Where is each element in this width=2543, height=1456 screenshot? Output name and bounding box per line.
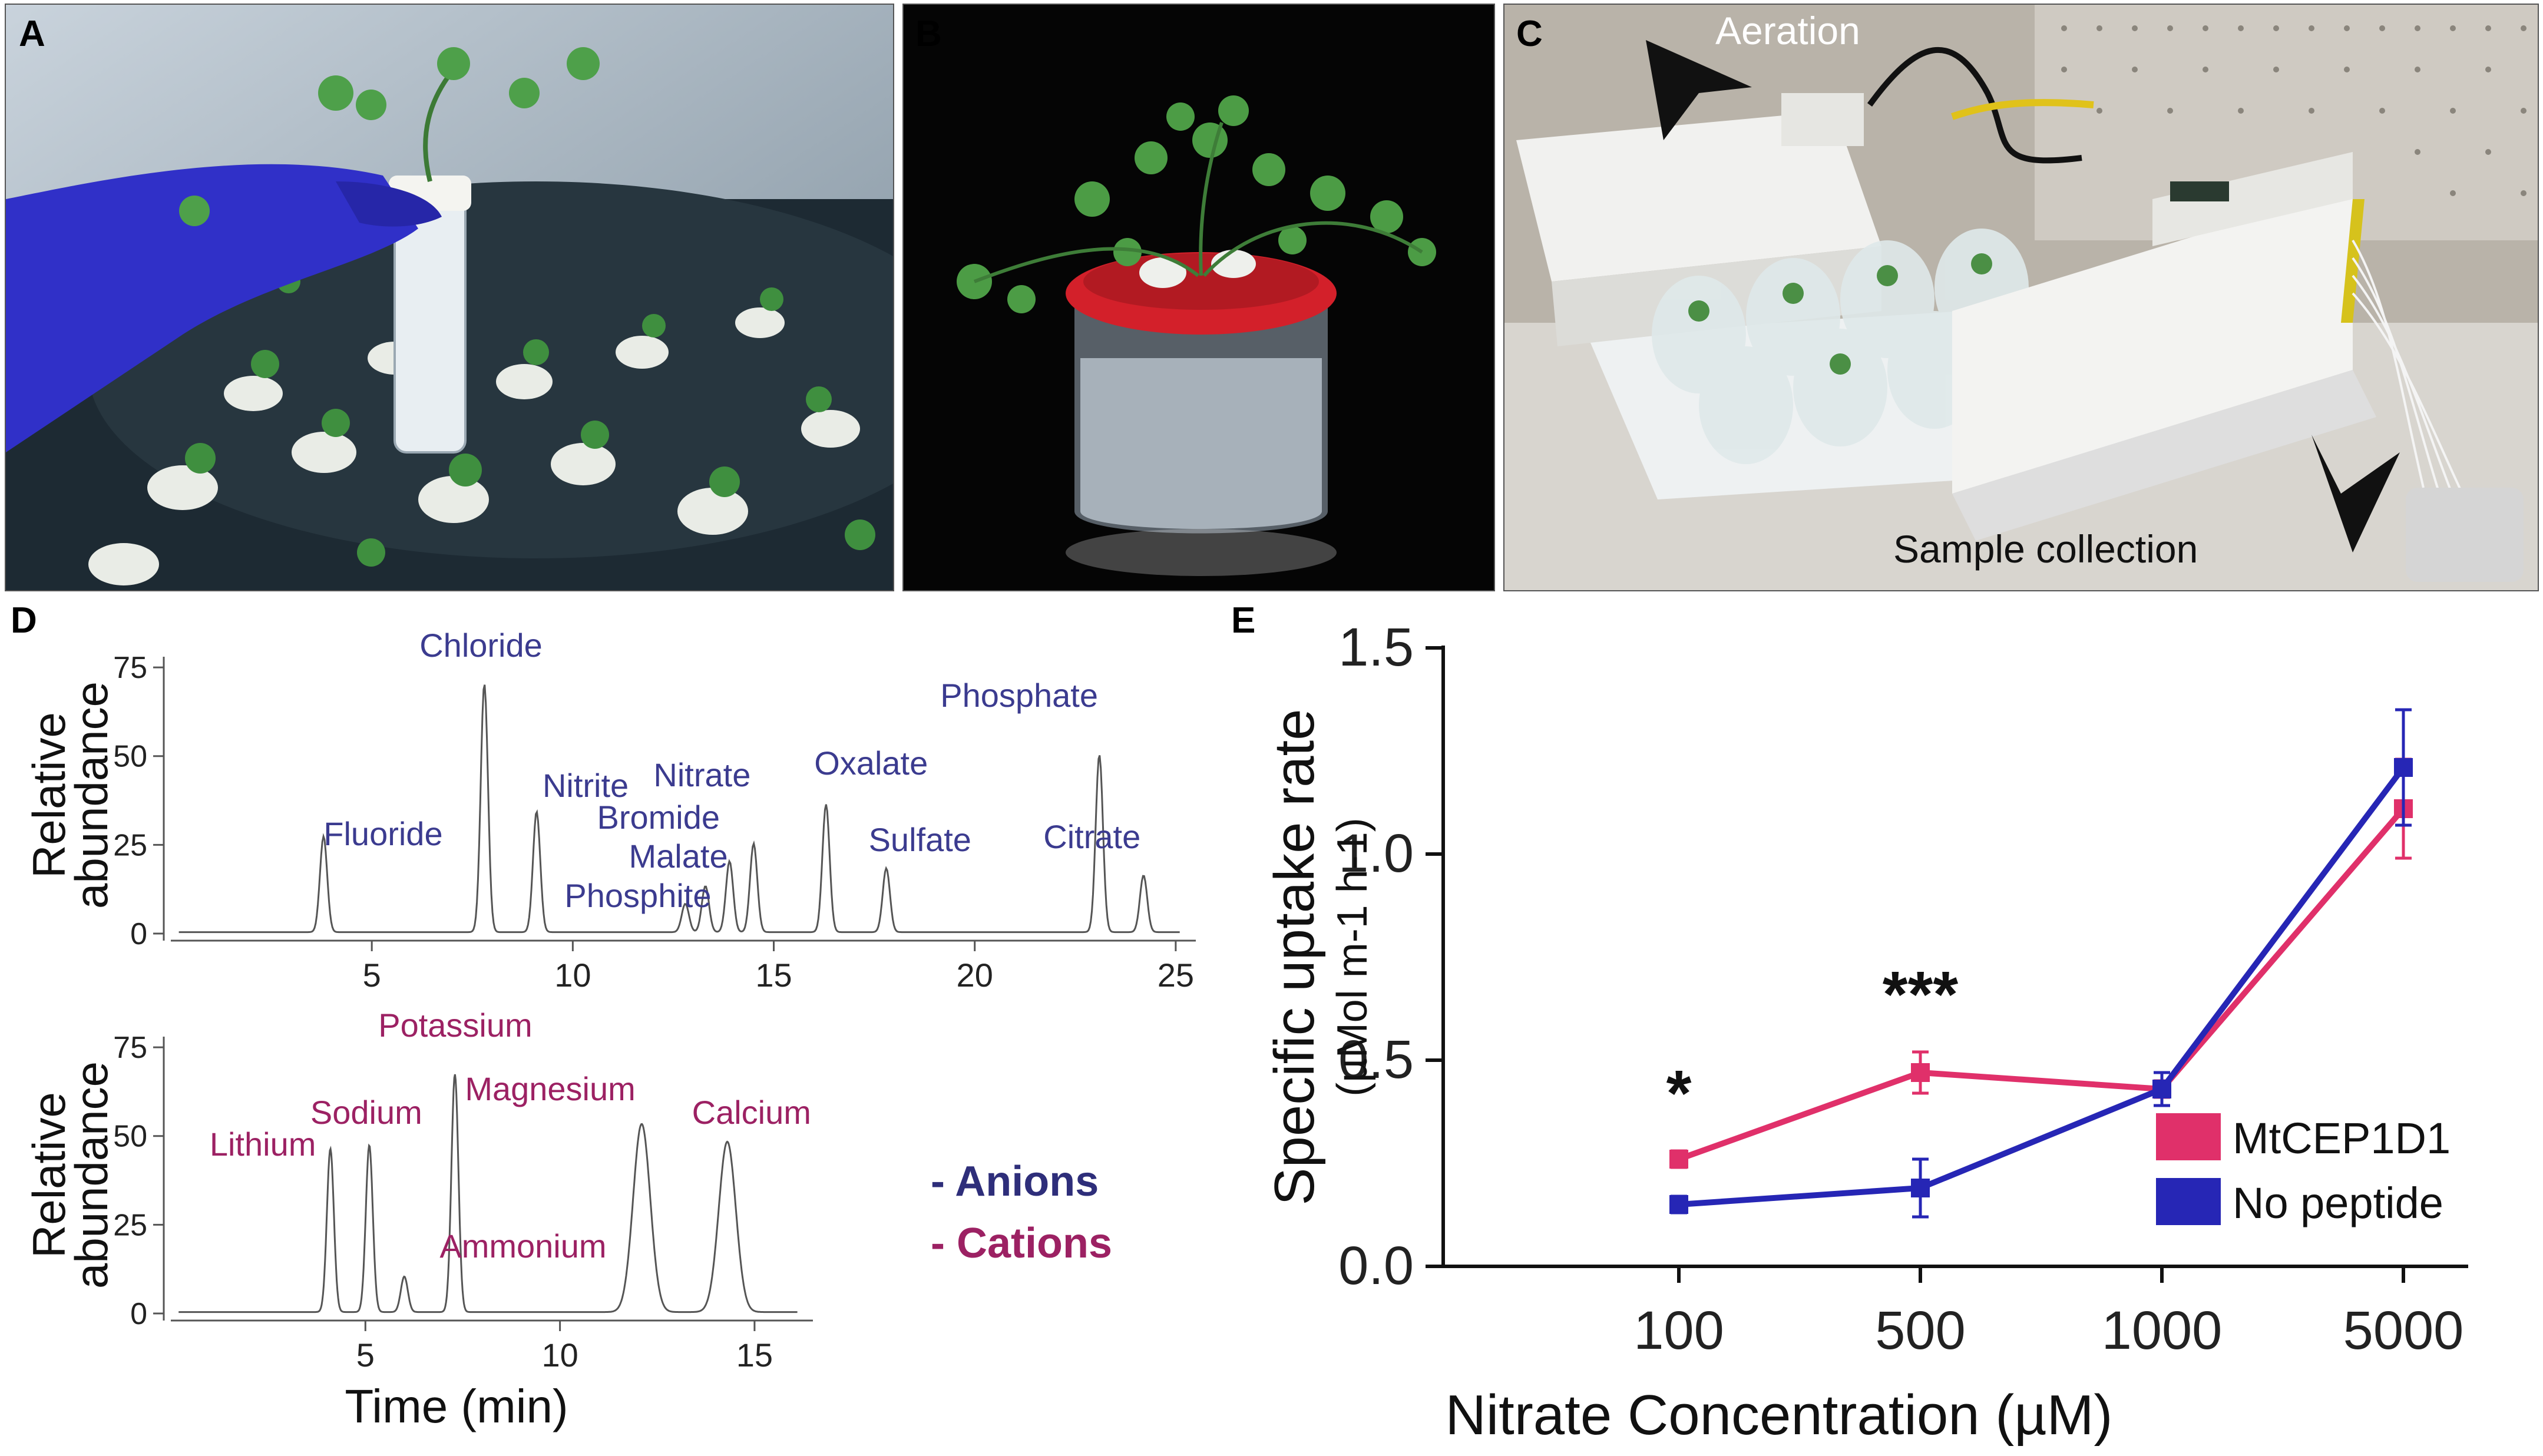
significance-marker: ***	[1883, 958, 1959, 1031]
chart-anions-peak-label: Nitrite	[543, 767, 629, 804]
chart-anions-trace	[178, 684, 1180, 934]
chart-cations-y-label: Relativeabundance	[23, 1061, 117, 1289]
chart-anions-peak-label: Citrate	[1043, 818, 1140, 855]
chart-anions-x-tick-label: 15	[755, 957, 792, 994]
uptake-x-tick-label: 500	[1875, 1301, 1966, 1361]
chart-cations-peak-label: Ammonium	[439, 1227, 606, 1265]
chart-cations-y-tick-label: 0	[130, 1297, 147, 1331]
uptake-data-point	[2152, 1080, 2171, 1098]
panel-label-b: B	[915, 14, 942, 54]
uptake-legend-label: MtCEP1D1	[2233, 1114, 2451, 1163]
significance-marker: *	[1666, 1057, 1692, 1130]
chart-anions-y-tick-label: 0	[130, 917, 147, 951]
uptake-y-label: Specific uptake rate	[1263, 709, 1326, 1205]
chart-anions-peak-label: Sulfate	[869, 821, 971, 858]
uptake-y-tick-label: 0.5	[1338, 1030, 1414, 1090]
uptake-legend-swatch	[2156, 1178, 2221, 1225]
chart-cations-trace	[178, 1074, 798, 1313]
uptake-y-tick-label: 0.0	[1338, 1236, 1414, 1296]
chart-anions-x-tick-label: 10	[554, 957, 591, 994]
chart-anions-x-tick-label: 5	[363, 957, 381, 994]
panel-label-c: C	[1516, 14, 1543, 54]
plant-in-beaker-photo	[904, 5, 1494, 590]
uptake-data-point	[2394, 758, 2413, 777]
chart-anions-y-tick-label: 75	[113, 651, 147, 685]
uptake-legend-swatch	[2156, 1113, 2221, 1160]
uptake-data-point	[1669, 1195, 1688, 1214]
panel-label-a: A	[19, 14, 45, 54]
chart-cations-peak-label: Magnesium	[465, 1070, 635, 1107]
chart-anions-x-tick-label: 25	[1158, 957, 1194, 994]
chart-cations-y-tick-label: 25	[113, 1208, 147, 1242]
chart-anions-peak-label: Fluoride	[323, 815, 442, 852]
chart-cations-x-tick-label: 15	[736, 1336, 773, 1374]
uptake-data-point	[1669, 1150, 1688, 1169]
ion-legend-entry: - Anions	[931, 1158, 1099, 1205]
chart-cations-x-tick-label: 10	[541, 1336, 578, 1374]
uptake-data-point	[1911, 1179, 1930, 1197]
ion-legend-entry: - Cations	[931, 1220, 1112, 1267]
uptake-x-tick-label: 100	[1633, 1301, 1724, 1361]
chart-cations-y-tick-label: 75	[113, 1031, 147, 1065]
chart-cations-peak-label: Calcium	[692, 1094, 811, 1131]
chart-anions-peak-label: Phosphite	[564, 877, 711, 914]
chart-anions-y-tick-label: 25	[113, 828, 147, 862]
uptake-x-tick-label: 5000	[2343, 1301, 2464, 1361]
uptake-y-units: (µMol m-1 h-1)	[1329, 818, 1376, 1097]
aeration-label: Aeration	[1715, 9, 1860, 52]
panel-label-e: E	[1231, 600, 1256, 641]
panel-b-photo: B	[902, 4, 1495, 591]
chart-anions-peak-label: Bromide	[597, 799, 720, 836]
chart-cations-x-tick-label: 5	[356, 1336, 375, 1374]
chart-anions-peak-label: Oxalate	[814, 744, 928, 782]
hydroponic-plants-photo	[6, 5, 893, 590]
chart-anions-x-tick-label: 20	[957, 957, 993, 994]
pump-setup-photo	[1504, 5, 2538, 590]
uptake-y-tick-label: 1.5	[1338, 617, 1414, 677]
aeration-arrow-icon	[1646, 40, 1752, 140]
panel-c-photo: C Aeration Sample collection	[1503, 4, 2539, 591]
sample-arrow-icon	[2311, 435, 2400, 552]
chart-anions-peak-label: Malate	[629, 838, 728, 875]
chart-anions-peak-label: Nitrate	[653, 756, 750, 793]
uptake-rate-chart: 0.0 0.5 1.0 1.5 100 500 1000 5000 Nitrate Concen…	[1263, 617, 2468, 1447]
uptake-series-line-1	[1678, 765, 2406, 1207]
chart-cations-peak-label: Lithium	[210, 1126, 316, 1163]
chart-cations-peak-label: Potassium	[378, 1007, 532, 1044]
chart-anions-peak-label: Chloride	[419, 627, 543, 664]
chart-cations-x-label: Time (min)	[345, 1380, 568, 1432]
chart-anions-y-tick-label: 50	[113, 740, 147, 774]
uptake-x-tick-label: 1000	[2102, 1301, 2223, 1361]
chart-cations-peak-label: Sodium	[310, 1094, 422, 1131]
chart-anions-peak-label: Phosphate	[940, 677, 1098, 714]
panel-label-d: D	[11, 600, 37, 641]
uptake-legend-label: No peptide	[2233, 1179, 2443, 1227]
panel-a-photo: A	[5, 4, 894, 591]
chart-cations-y-tick-label: 50	[113, 1120, 147, 1154]
uptake-x-label: Nitrate Concentration (µM)	[1445, 1384, 2112, 1447]
uptake-data-point	[1911, 1063, 1930, 1082]
chart-anions-y-label: Relativeabundance	[23, 681, 117, 909]
uptake-series-line-0	[1678, 806, 2406, 1162]
uptake-y-tick-label: 1.0	[1338, 823, 1414, 883]
sample-collection-label: Sample collection	[1893, 527, 2198, 571]
